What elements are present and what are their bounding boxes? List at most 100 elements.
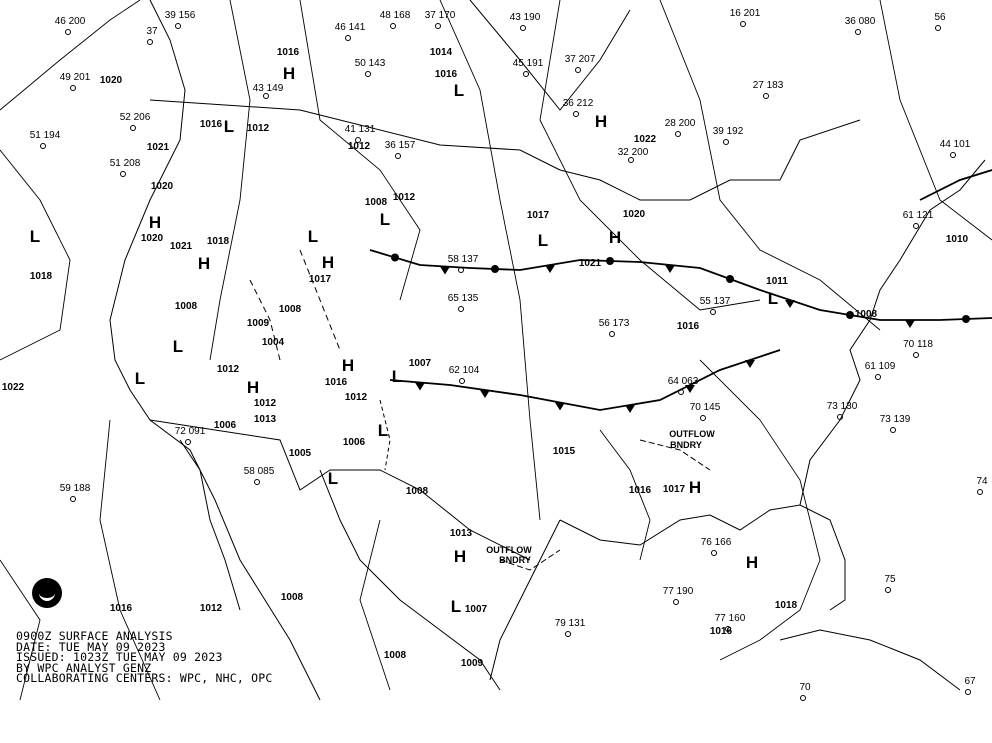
- station-circle: [725, 626, 731, 632]
- isobar-label: 1013: [450, 528, 473, 539]
- caption-date: DATE: TUE MAY 09 2023: [16, 639, 166, 654]
- low-pressure-center: L: [224, 117, 234, 136]
- station-plot-value: 79 131: [555, 618, 586, 629]
- isobar-label: 1020: [623, 209, 646, 220]
- isobar-label: 1006: [214, 420, 237, 431]
- low-pressure-center: L: [328, 469, 338, 488]
- isobar-label: 1020: [151, 181, 174, 192]
- isobar-label: 1016: [677, 321, 700, 332]
- warm-front-semicircle: [606, 257, 614, 265]
- station-circle: [885, 587, 891, 593]
- station-plot-value: 46 141: [335, 22, 366, 33]
- station-plot-value: 70: [799, 682, 811, 693]
- isobar-label: 1016: [435, 69, 458, 80]
- station-plot-value: 45 191: [513, 58, 544, 69]
- low-pressure-center: L: [538, 231, 548, 250]
- low-pressure-center: L: [173, 337, 183, 356]
- border-us-canada: [149, 99, 561, 171]
- high-pressure-center: H: [283, 64, 295, 83]
- low-pressure-center: L: [30, 227, 40, 246]
- trough: [299, 249, 341, 351]
- caption-title: 0900Z SURFACE ANALYSIS: [16, 629, 173, 643]
- station-circle: [837, 414, 843, 420]
- isobar-label: 1020: [141, 233, 164, 244]
- coastline-east: [799, 159, 986, 506]
- isobar-label: 1016: [629, 485, 652, 496]
- isobar: [599, 429, 651, 561]
- isobar-label: 1022: [634, 134, 657, 145]
- high-pressure-center: H: [247, 378, 259, 397]
- station-plot-value: 72 091: [175, 426, 206, 437]
- station-plot-value: 16 201: [730, 8, 761, 19]
- station-plot-value: 51 194: [30, 130, 61, 141]
- isobar-label: 1012: [247, 123, 270, 134]
- warm-front-semicircle: [726, 275, 734, 283]
- station-circle: [70, 496, 76, 502]
- coastline-mexico-west: [319, 469, 501, 691]
- station-circle: [254, 479, 260, 485]
- station-circle: [520, 25, 526, 31]
- station-circle: [678, 389, 684, 395]
- isobar-label: 1011: [766, 276, 788, 287]
- coastline-hudson: [469, 0, 631, 111]
- warm-front-semicircle: [491, 265, 499, 273]
- isobar-label: 1022: [2, 382, 25, 393]
- station-circle: [711, 550, 717, 556]
- isobar-label: 1008: [365, 197, 388, 208]
- isobar-label: 1018: [30, 271, 53, 282]
- high-pressure-center: H: [454, 547, 466, 566]
- high-pressure-center: H: [609, 228, 621, 247]
- station-circle: [700, 415, 706, 421]
- station-circle: [185, 439, 191, 445]
- station-plot-value: 37 170: [425, 10, 456, 21]
- isobar-label: 1021: [579, 258, 602, 269]
- coastline-gulf: [559, 504, 846, 611]
- station-circle: [573, 111, 579, 117]
- low-pressure-center: L: [380, 210, 390, 229]
- outflow-boundary: [639, 439, 711, 471]
- station-circle: [355, 137, 361, 143]
- border-great-lakes: [559, 119, 861, 201]
- station-circle: [913, 223, 919, 229]
- isobar: [699, 359, 821, 661]
- station-plot-value: 58 085: [244, 466, 275, 477]
- station-plot-value: 74: [976, 476, 988, 487]
- isobar-label: 1016: [200, 119, 223, 130]
- station-plot-value: 75: [884, 574, 896, 585]
- caption-issued: ISSUED: 1023Z TUE MAY 09 2023: [16, 650, 223, 664]
- cold-front-triangle: [415, 382, 425, 391]
- station-circle: [763, 93, 769, 99]
- warm-front-semicircle: [846, 311, 854, 319]
- isobar: [659, 0, 881, 331]
- high-pressure-center: H: [689, 478, 701, 497]
- coastline-gulf-west: [489, 519, 561, 681]
- coastline-west: [109, 0, 321, 701]
- cold-front-triangle: [785, 300, 795, 308]
- map-caption: 0900Z SURFACE ANALYSIS DATE: TUE MAY 09 …: [16, 631, 272, 684]
- station-circle: [120, 171, 126, 177]
- station-circle: [459, 378, 465, 384]
- station-plot-value: 70 145: [690, 402, 721, 413]
- high-pressure-center: H: [198, 254, 210, 273]
- caption-analyst: BY WPC ANALYST GENZ: [16, 660, 152, 675]
- station-circle: [523, 71, 529, 77]
- station-plot-value: 73 130: [827, 401, 858, 412]
- station-circle: [950, 152, 956, 158]
- isobar-label: 1013: [254, 414, 277, 425]
- station-plot-value: 27 183: [753, 80, 784, 91]
- cold-front-triangle: [480, 390, 490, 398]
- station-circle: [935, 25, 941, 31]
- isobar-label: 1008: [175, 301, 198, 312]
- isobar-label: 1020: [100, 75, 123, 86]
- station-circle: [673, 599, 679, 605]
- isobar-label: 1005: [289, 448, 312, 459]
- station-circle: [435, 23, 441, 29]
- isobar-label: 1007: [409, 358, 432, 369]
- isobar-label: 1008: [281, 592, 304, 603]
- isobar-label: 1008: [855, 309, 878, 320]
- station-plot-value: 44 101: [940, 139, 971, 150]
- cold-front-triangle: [625, 405, 635, 413]
- station-plot-value: 46 200: [55, 16, 86, 27]
- station-plot-value: 37 207: [565, 54, 596, 65]
